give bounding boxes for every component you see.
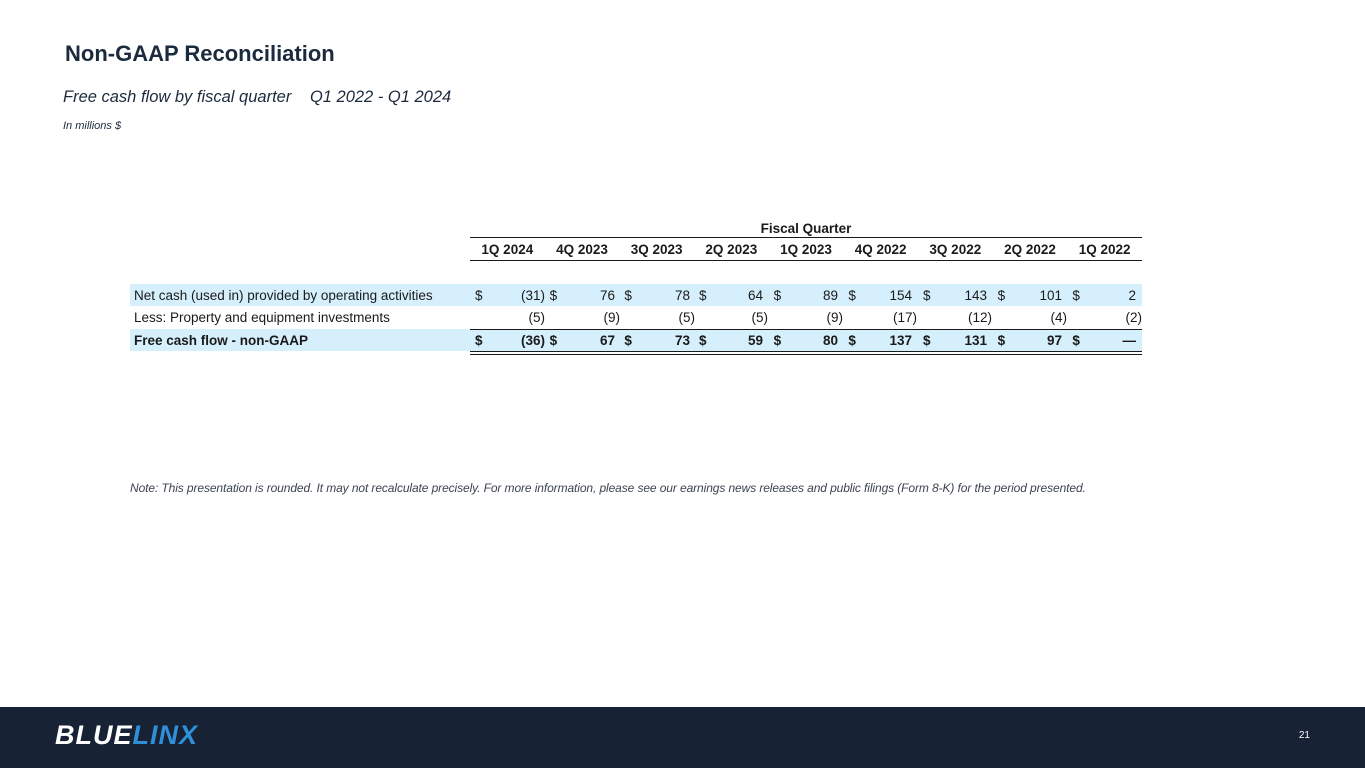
table-cell: (31) (520, 288, 545, 303)
table-cell: (5) (678, 310, 696, 325)
currency-symbol: $ (773, 333, 782, 348)
units-label: In millions $ (63, 120, 122, 132)
header-rule (470, 237, 1142, 238)
table-row-free-cash-flow: Free cash flow - non-GAAP $ (36) $ 67 $ … (130, 329, 1142, 355)
currency-symbol: $ (923, 288, 931, 303)
logo-text-linx: LINX (132, 720, 199, 750)
table-cell: (4) (1050, 310, 1068, 325)
logo-text-blue: BLUE (55, 720, 133, 750)
table-cell: (5) (751, 310, 769, 325)
currency-symbol: $ (475, 333, 483, 348)
table-row-property-investments: Less: Property and equipment investments… (130, 306, 1142, 328)
table-cell: 143 (964, 288, 987, 303)
table-cell: 131 (964, 333, 987, 348)
table-cell: 73 (674, 333, 690, 348)
currency-symbol: $ (997, 288, 1006, 303)
table-cell: (36) (520, 333, 545, 348)
table-cell: 101 (1039, 288, 1062, 303)
table-cell: (9) (603, 310, 621, 325)
column-header: 2Q 2023 (705, 242, 758, 257)
currency-symbol: $ (699, 288, 707, 303)
column-header: 3Q 2022 (929, 242, 982, 257)
table-cell: 80 (822, 333, 838, 348)
table-cell: 97 (1046, 333, 1062, 348)
bluelinx-logo: BLUELINX (55, 720, 198, 751)
currency-symbol: $ (923, 333, 931, 348)
table-cell: — (1122, 333, 1137, 348)
page-number: 21 (1298, 730, 1310, 741)
total-double-rule (470, 351, 1142, 355)
table-cell: 67 (599, 333, 615, 348)
table-cell: (9) (826, 310, 844, 325)
column-header: 2Q 2022 (1004, 242, 1056, 257)
table-cell: (5) (528, 310, 546, 325)
total-top-rule (470, 329, 1142, 330)
currency-symbol: $ (1072, 288, 1080, 303)
currency-symbol: $ (549, 333, 558, 348)
currency-symbol: $ (1072, 333, 1080, 348)
row-label: Net cash (used in) provided by operating… (134, 288, 433, 303)
table-cell: 78 (674, 288, 690, 303)
column-header: 4Q 2023 (556, 242, 608, 257)
column-header: 1Q 2023 (780, 242, 832, 257)
column-header: 4Q 2022 (854, 242, 907, 257)
table-cell: 89 (822, 288, 838, 303)
currency-symbol: $ (624, 333, 632, 348)
currency-symbol: $ (475, 288, 483, 303)
header-bottom-rule (470, 260, 1142, 261)
table-cell: (2) (1125, 310, 1143, 325)
column-header: 1Q 2022 (1078, 242, 1131, 257)
date-range: Q1 2022 - Q1 2024 (309, 88, 452, 106)
table-cell: 64 (747, 288, 763, 303)
footer-bar: BLUELINX 21 (0, 707, 1365, 768)
currency-symbol: $ (848, 333, 856, 348)
table-row-operating-cash: Net cash (used in) provided by operating… (130, 284, 1142, 306)
subtitle-text: Free cash flow by fiscal quarter (63, 88, 292, 106)
currency-symbol: $ (624, 288, 632, 303)
currency-symbol: $ (997, 333, 1006, 348)
column-header: 1Q 2024 (481, 242, 534, 257)
table-cell: 137 (889, 333, 912, 348)
row-label: Less: Property and equipment investments (134, 310, 390, 325)
page-title: Non-GAAP Reconciliation (65, 41, 335, 66)
currency-symbol: $ (773, 288, 782, 303)
subtitle: Free cash flow by fiscal quarter Q1 2022… (63, 88, 451, 107)
table-cell: 59 (747, 333, 763, 348)
column-header-row: 1Q 2024 4Q 2023 3Q 2023 2Q 2023 1Q 2023 … (470, 242, 1142, 262)
currency-symbol: $ (848, 288, 856, 303)
table-cell: (12) (967, 310, 992, 325)
column-header: 3Q 2023 (630, 242, 683, 257)
currency-symbol: $ (699, 333, 707, 348)
table-cell: 2 (1128, 288, 1136, 303)
row-label: Free cash flow - non-GAAP (134, 333, 309, 348)
table-cell: 76 (599, 288, 615, 303)
table-cell: 154 (889, 288, 912, 303)
currency-symbol: $ (549, 288, 558, 303)
fiscal-quarter-header: Fiscal Quarter (760, 221, 852, 236)
table-cell: (17) (892, 310, 917, 325)
footnote: Note: This presentation is rounded. It m… (130, 481, 1086, 495)
